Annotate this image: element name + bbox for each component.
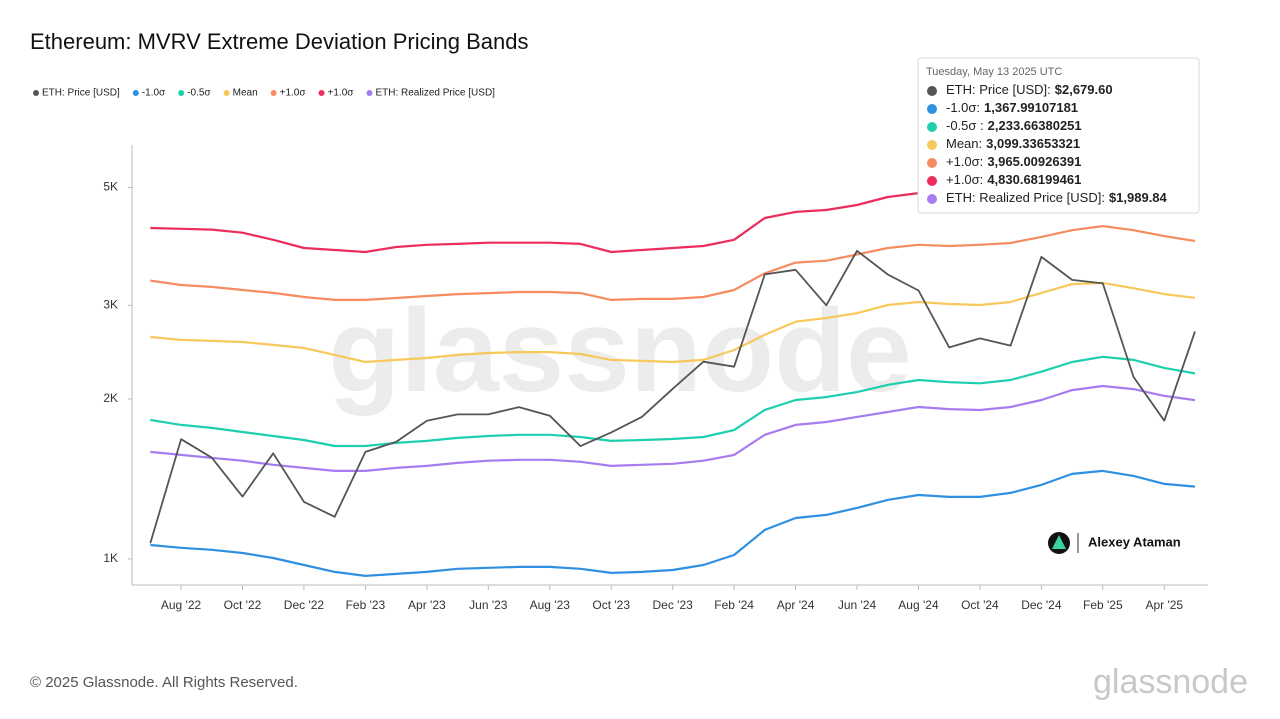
brand: glassnode <box>1093 663 1248 701</box>
tooltip-box <box>917 57 1200 214</box>
x-tick-label: Aug '24 <box>898 598 939 612</box>
legend-swatch <box>33 90 39 96</box>
tooltip-label: ETH: Price [USD]: <box>946 82 1051 97</box>
x-tick-label: Dec '23 <box>653 598 694 612</box>
tooltip-label: -1.0σ: <box>946 100 980 115</box>
x-tick-label: Feb '23 <box>346 598 386 612</box>
tooltip-row: +1.0σ: 3,965.00926391 <box>946 154 1081 169</box>
x-tick-label: Dec '24 <box>1021 598 1062 612</box>
x-tick-label: Jun '24 <box>838 598 877 612</box>
x-tick-label: Jun '23 <box>469 598 508 612</box>
legend-swatch <box>178 90 185 96</box>
tooltip-swatch <box>927 176 937 186</box>
legend-label: +1.0σ <box>280 88 307 99</box>
legend-swatch <box>366 90 373 96</box>
y-tick-label: 1K <box>103 551 118 565</box>
x-tick-label: Aug '23 <box>530 598 571 612</box>
series-line <box>150 384 1196 472</box>
tooltip-label: -0.5σ : <box>946 118 984 133</box>
legend-swatch <box>318 90 325 96</box>
tooltip-row: ETH: Price [USD]: $2,679.60 <box>946 82 1113 97</box>
tooltip-label: +1.0σ: <box>946 172 983 187</box>
legend-label: -1.0σ <box>142 88 166 99</box>
tooltip-value: $2,679.60 <box>1055 82 1113 97</box>
tooltip-swatch <box>927 122 937 132</box>
tooltip: Tuesday, May 13 2025 UTC ETH: Price [USD]… <box>917 57 1200 214</box>
tooltip-value: 1,367.99107181 <box>984 100 1078 115</box>
y-tick-label: 5K <box>103 180 118 194</box>
tooltip-row: +1.0σ: 4,830.68199461 <box>946 172 1081 187</box>
tooltip-label: +1.0σ: <box>946 154 983 169</box>
tooltip-row: -1.0σ: 1,367.99107181 <box>946 100 1078 115</box>
x-tick-label: Dec '22 <box>284 598 325 612</box>
tooltip-value: 3,099.33653321 <box>986 136 1080 151</box>
tooltip-row: ETH: Realized Price [USD]: $1,989.84 <box>946 190 1168 205</box>
author-icon-mark <box>1052 535 1066 549</box>
author: Alexey Ataman <box>1088 534 1181 549</box>
x-tick-label: Feb '25 <box>1083 598 1123 612</box>
legend-label: -0.5σ <box>187 88 211 99</box>
x-tick-label: Apr '25 <box>1145 598 1183 612</box>
x-tick-label: Feb '24 <box>714 598 754 612</box>
tooltip-value: 4,830.68199461 <box>987 172 1081 187</box>
x-tick-label: Apr '24 <box>777 598 815 612</box>
tooltip-label: Mean: <box>946 136 982 151</box>
x-tick-label: Aug '22 <box>161 598 202 612</box>
y-tick-label: 3K <box>103 298 118 312</box>
series-line <box>149 249 1196 544</box>
tooltip-title: Tuesday, May 13 2025 UTC <box>926 66 1062 78</box>
legend-label: +1.0σ <box>328 88 355 99</box>
series-line <box>150 469 1196 577</box>
x-tick-label: Oct '22 <box>224 598 262 612</box>
legend-label: ETH: Realized Price [USD] <box>375 88 495 99</box>
legend-label: Mean <box>233 88 258 99</box>
tooltip-row: -0.5σ : 2,233.66380251 <box>946 118 1082 133</box>
tooltip-swatch <box>927 104 937 114</box>
x-tick-label: Oct '24 <box>961 598 999 612</box>
footer: © 2025 Glassnode. All Rights Reserved. <box>30 674 298 691</box>
series-line <box>150 225 1196 301</box>
tooltip-value: $1,989.84 <box>1109 190 1168 205</box>
legend-swatch <box>132 90 139 96</box>
legend-swatch <box>223 90 230 96</box>
series-line <box>150 355 1196 448</box>
chart-title: Ethereum: MVRV Extreme Deviation Pricing… <box>30 29 528 54</box>
watermark: glassnode <box>328 285 912 417</box>
tooltip-value: 2,233.66380251 <box>988 118 1082 133</box>
tooltip-swatch <box>927 86 937 96</box>
tooltip-swatch <box>927 158 937 168</box>
tooltip-row: Mean: 3,099.33653321 <box>946 136 1080 151</box>
legend-swatch <box>270 90 277 96</box>
x-tick-label: Oct '23 <box>592 598 630 612</box>
tooltip-label: ETH: Realized Price [USD]: <box>946 190 1105 205</box>
author-badge: Alexey Ataman <box>1048 532 1181 554</box>
y-tick-label: 2K <box>103 391 118 405</box>
series-line <box>150 281 1196 364</box>
x-tick-label: Apr '23 <box>408 598 446 612</box>
tooltip-swatch <box>927 140 937 150</box>
tooltip-value: 3,965.00926391 <box>987 154 1081 169</box>
legend-label: ETH: Price [USD] <box>42 88 120 99</box>
tooltip-swatch <box>927 194 937 204</box>
